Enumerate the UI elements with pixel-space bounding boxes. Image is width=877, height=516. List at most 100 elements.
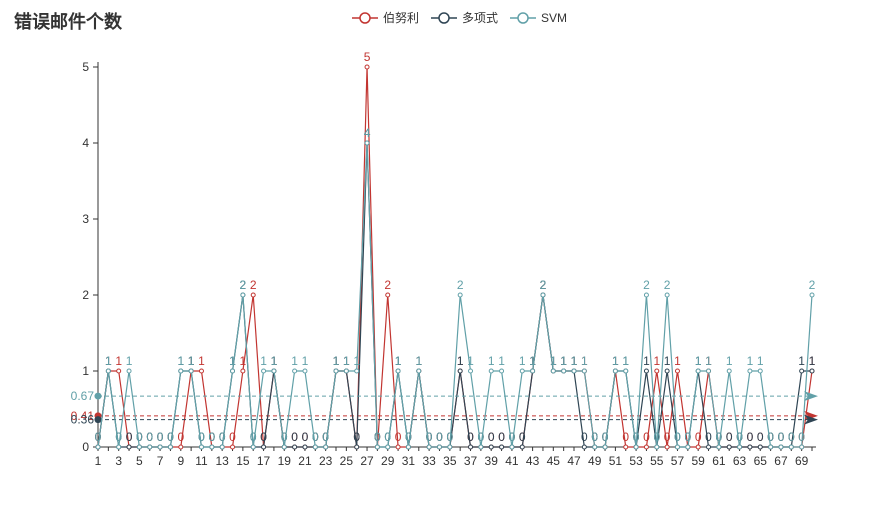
data-label: 0: [509, 430, 516, 444]
data-label: 0: [778, 430, 785, 444]
y-tick-label: 2: [82, 288, 89, 302]
data-label: 2: [240, 278, 247, 292]
data-label: 0: [446, 430, 453, 444]
data-point: [778, 444, 784, 450]
legend-label: SVM: [541, 10, 568, 25]
data-label: 1: [705, 354, 712, 368]
data-point: [105, 368, 111, 374]
x-tick-label: 41: [505, 454, 519, 468]
data-label: 0: [716, 430, 723, 444]
data-label: 0: [591, 430, 598, 444]
data-label: 0: [167, 430, 174, 444]
data-point: [612, 368, 618, 374]
data-point: [468, 444, 474, 450]
data-label: 0: [219, 430, 226, 444]
data-label: 0: [716, 430, 723, 444]
data-point: [250, 444, 256, 450]
data-point: [333, 368, 339, 374]
data-label: 1: [529, 354, 536, 368]
data-point: [664, 444, 670, 450]
data-point: [240, 292, 246, 298]
data-point: [737, 444, 743, 450]
data-point: [674, 444, 680, 450]
data-label: 0: [736, 430, 743, 444]
x-tick-label: 7: [157, 454, 164, 468]
data-label: 0: [498, 430, 505, 444]
data-label: 1: [726, 354, 733, 368]
data-label: 0: [478, 430, 485, 444]
data-label: 1: [302, 354, 309, 368]
data-label: 1: [229, 354, 236, 368]
data-point: [116, 444, 122, 450]
data-label: 0: [788, 430, 795, 444]
data-point: [633, 444, 639, 450]
data-label: 1: [333, 354, 340, 368]
data-label: 1: [395, 354, 402, 368]
data-label: 0: [684, 430, 691, 444]
legend-item[interactable]: 多项式: [431, 9, 498, 26]
data-label: 1: [612, 354, 619, 368]
data-label: 0: [736, 430, 743, 444]
data-label: 0: [788, 430, 795, 444]
data-point: [457, 368, 463, 374]
data-label: 1: [177, 354, 184, 368]
data-point: [488, 444, 494, 450]
data-label: 0: [208, 430, 215, 444]
data-point: [799, 444, 805, 450]
data-label: 0: [726, 430, 733, 444]
data-label: 0: [260, 430, 267, 444]
data-point: [757, 444, 763, 450]
data-label: 1: [498, 354, 505, 368]
data-point: [747, 368, 753, 374]
data-label: 0: [136, 430, 143, 444]
data-point: [292, 444, 298, 450]
data-point: [499, 368, 505, 374]
data-label: 1: [550, 354, 557, 368]
data-label: 0: [684, 430, 691, 444]
legend[interactable]: 伯努利 多项式 SVM: [352, 9, 567, 26]
data-label: 1: [229, 354, 236, 368]
data-label: 0: [426, 430, 433, 444]
legend-item[interactable]: SVM: [510, 9, 567, 26]
data-label: 1: [560, 354, 567, 368]
data-point: [240, 368, 246, 374]
data-point: [436, 444, 442, 450]
x-tick-label: 49: [588, 454, 602, 468]
data-label: 0: [229, 430, 236, 444]
x-tick-label: 51: [609, 454, 623, 468]
data-point: [747, 444, 753, 450]
data-label: 0: [436, 430, 443, 444]
data-point: [726, 444, 732, 450]
data-label: 0: [126, 430, 133, 444]
legend-item[interactable]: 伯努利: [352, 9, 419, 26]
data-point: [302, 368, 308, 374]
data-label: 1: [271, 354, 278, 368]
data-label: 0: [747, 430, 754, 444]
data-label: 0: [798, 430, 805, 444]
data-point: [416, 368, 422, 374]
data-label: 1: [198, 354, 205, 368]
data-label: 1: [188, 354, 195, 368]
x-tick-label: 57: [671, 454, 685, 468]
data-label: 1: [271, 354, 278, 368]
x-tick-label: 43: [526, 454, 540, 468]
y-tick-label: 1: [82, 364, 89, 378]
x-tick-label: 13: [215, 454, 229, 468]
data-label: 0: [219, 430, 226, 444]
data-label: 0: [167, 430, 174, 444]
data-point: [312, 444, 318, 450]
data-label: 0: [436, 430, 443, 444]
data-label: 1: [457, 354, 464, 368]
data-point: [95, 444, 101, 450]
data-label: 1: [353, 354, 360, 368]
data-label: 0: [498, 430, 505, 444]
x-tick-label: 69: [795, 454, 809, 468]
data-point: [426, 444, 432, 450]
data-point: [209, 444, 215, 450]
data-point: [281, 444, 287, 450]
data-point: [519, 444, 525, 450]
data-point: [695, 368, 701, 374]
data-label: 1: [467, 354, 474, 368]
x-tick-label: 15: [236, 454, 250, 468]
